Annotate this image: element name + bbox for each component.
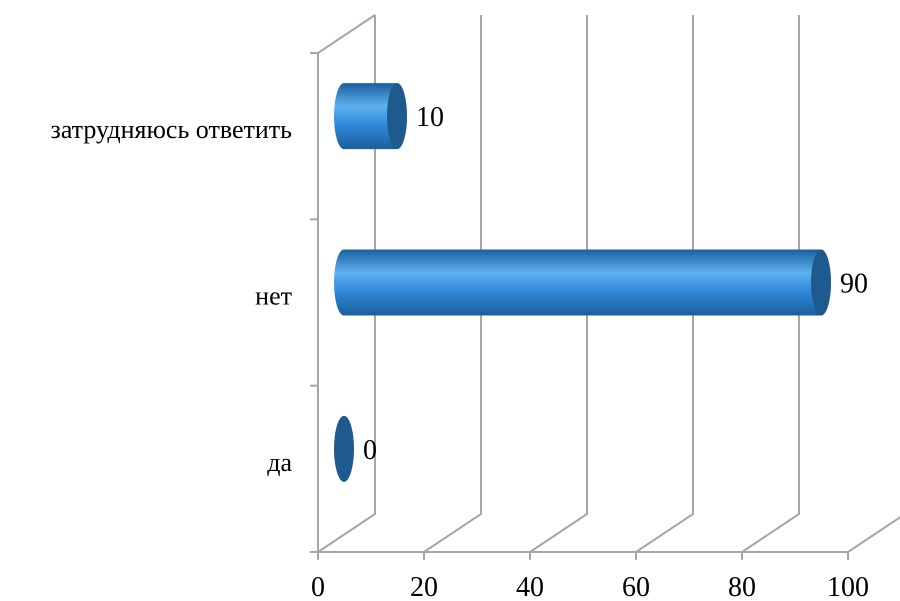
category-label: нет bbox=[255, 282, 292, 311]
value-labels: 0 90 10 bbox=[363, 102, 868, 466]
gridline bbox=[317, 15, 376, 553]
gridline bbox=[635, 15, 694, 553]
gridline bbox=[847, 516, 900, 553]
data-label: 90 bbox=[840, 269, 868, 300]
x-tick-label: 80 bbox=[728, 572, 756, 601]
data-label: 10 bbox=[416, 102, 444, 133]
axis-layer bbox=[310, 14, 848, 553]
bar-cap bbox=[811, 249, 831, 316]
gridline bbox=[529, 15, 588, 553]
x-tick-label: 100 bbox=[827, 572, 869, 601]
bar-body bbox=[334, 249, 831, 316]
side-wall-edge bbox=[317, 14, 376, 552]
gridline bbox=[423, 15, 482, 553]
bar bbox=[334, 249, 831, 316]
x-tick-label: 60 bbox=[622, 572, 650, 601]
data-label: 0 bbox=[363, 435, 377, 466]
bar bbox=[334, 415, 354, 482]
category-labels: да нет затрудняюсь ответить bbox=[51, 115, 293, 477]
bar bbox=[334, 83, 407, 150]
x-tick-label: 40 bbox=[516, 572, 544, 601]
gridline bbox=[741, 15, 800, 553]
x-tick-labels: 0 20 40 60 80 100 bbox=[311, 572, 869, 601]
category-label: да bbox=[267, 448, 292, 477]
x-tick-label: 0 bbox=[311, 572, 325, 601]
x-tick-label: 20 bbox=[410, 572, 438, 601]
grid-layer bbox=[317, 15, 900, 560]
bars bbox=[334, 83, 831, 482]
bar-cap bbox=[387, 83, 407, 150]
category-label: затрудняюсь ответить bbox=[51, 115, 293, 144]
bar-cap bbox=[334, 415, 354, 482]
